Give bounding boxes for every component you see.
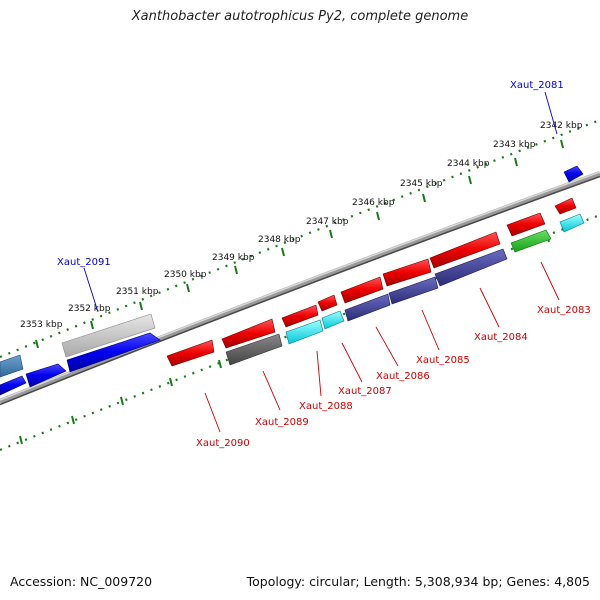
genome-backbone-shadow: [0, 175, 600, 406]
gene-red-xaut-2090[interactable]: [166, 339, 215, 367]
gene-label-xaut-2090[interactable]: Xaut_2090: [196, 438, 250, 449]
genome-title: Xanthobacter autotrophicus Py2, complete…: [131, 9, 469, 24]
gene-purple-xaut-2085[interactable]: [388, 276, 439, 305]
leader-xaut-2091: [83, 267, 99, 313]
tick-label: 2351 kbp: [116, 287, 159, 297]
reverse-genes[interactable]: [166, 197, 585, 367]
outer-ruler-ticks: [35, 139, 564, 349]
gene-label-xaut-2087[interactable]: Xaut_2087: [338, 386, 392, 397]
gene-cyan-xaut-2087[interactable]: [321, 310, 345, 330]
gene-red[interactable]: [340, 276, 384, 304]
gene-purple-xaut-2084[interactable]: [434, 248, 508, 287]
gene-red[interactable]: [382, 258, 432, 287]
leader-xaut-2089: [262, 370, 281, 411]
tick-label: 2349 kbp: [212, 253, 255, 263]
gene-red[interactable]: [429, 231, 501, 269]
gene-red[interactable]: [506, 212, 546, 237]
leader-xaut-2087: [341, 342, 363, 383]
gene-label-xaut-2081[interactable]: Xaut_2081: [510, 80, 564, 91]
tick-label: 2352 kbp: [68, 304, 111, 314]
tick-label: 2344 kbp: [447, 159, 490, 169]
leader-xaut-2090: [204, 392, 221, 433]
gene-blue[interactable]: [0, 375, 27, 396]
gene-purple-xaut-2086[interactable]: [344, 293, 391, 322]
gene-label-xaut-2086[interactable]: Xaut_2086: [376, 371, 430, 382]
gene-cyan-xaut-2088[interactable]: [285, 319, 324, 345]
tick-label: 2342 kbp: [540, 121, 583, 131]
gene-blue-xaut-2091[interactable]: [66, 332, 161, 373]
tick-label: 2347 kbp: [306, 217, 349, 227]
gene-red[interactable]: [317, 294, 338, 312]
gene-label-xaut-2084[interactable]: Xaut_2084: [474, 332, 528, 343]
gene-label-xaut-2091[interactable]: Xaut_2091: [57, 257, 111, 268]
gene-cyan[interactable]: [559, 213, 585, 233]
gene-red[interactable]: [554, 197, 577, 215]
tick-label: 2346 kbp: [352, 198, 395, 208]
gene-labels: Xaut_2081 Xaut_2091 Xaut_2083 Xaut_2084 …: [57, 80, 591, 449]
tick-label: 2343 kbp: [493, 140, 536, 150]
gene-green-xaut-2083[interactable]: [510, 229, 552, 253]
gene-label-xaut-2088[interactable]: Xaut_2088: [299, 401, 353, 412]
leader-xaut-2086: [375, 326, 399, 367]
gene-steel[interactable]: [0, 354, 24, 378]
inner-ruler-track: [0, 213, 600, 452]
genome-backbone: [0, 171, 600, 405]
gene-red[interactable]: [281, 304, 319, 328]
gene-label-xaut-2083[interactable]: Xaut_2083: [537, 305, 591, 316]
tick-label: 2350 kbp: [164, 270, 207, 280]
genome-summary-text: Topology: circular; Length: 5,308,934 bp…: [246, 574, 590, 589]
ruler-labels: 2342 kbp 2343 kbp 2344 kbp 2345 kbp 2346…: [20, 121, 583, 330]
forward-genes[interactable]: [0, 165, 584, 396]
outer-ruler-track: [0, 118, 600, 359]
accession-text: Accession: NC_009720: [10, 574, 153, 589]
gene-light-gray[interactable]: [61, 313, 156, 358]
gene-dark-gray-xaut-2089[interactable]: [225, 333, 283, 366]
leader-xaut-2085: [421, 309, 440, 351]
tick-label: 2353 kbp: [20, 320, 63, 330]
gene-label-xaut-2085[interactable]: Xaut_2085: [416, 355, 470, 366]
leader-xaut-2081: [544, 91, 558, 135]
tick-label: 2348 kbp: [258, 235, 301, 245]
leader-xaut-2088: [316, 350, 322, 397]
gene-blue[interactable]: [25, 363, 67, 388]
gene-blue-xaut-2081[interactable]: [563, 165, 584, 183]
leader-xaut-2083: [540, 261, 560, 301]
gene-label-xaut-2089[interactable]: Xaut_2089: [255, 417, 309, 428]
leader-xaut-2084: [479, 287, 500, 328]
gene-red[interactable]: [221, 318, 276, 349]
tick-label: 2345 kbp: [400, 179, 443, 189]
label-leader-lines: [83, 91, 560, 433]
